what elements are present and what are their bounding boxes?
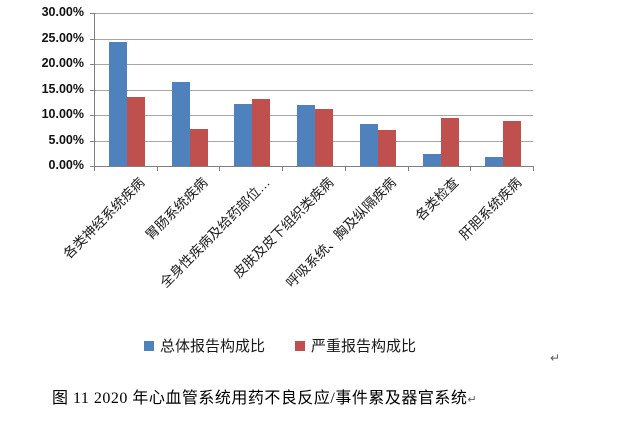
- legend-label-overall: 总体报告构成比: [160, 338, 266, 355]
- y-tick: [90, 64, 94, 65]
- x-tick: [156, 166, 158, 171]
- x-axis-label: 肝胆系统疾病: [456, 174, 525, 243]
- bar-serious-1: [189, 129, 208, 166]
- y-axis-line: [94, 13, 95, 170]
- y-axis-label: 5.00%: [48, 132, 84, 147]
- legend-label-serious: 严重报告构成比: [311, 338, 417, 355]
- y-tick: [90, 140, 94, 142]
- bar-serious-5: [440, 117, 459, 166]
- bar-overall-0: [109, 41, 127, 166]
- x-tick: [94, 166, 95, 171]
- gridline: [94, 38, 533, 40]
- figure-caption: 图 11 2020 年心血管系统用药不良反应/事件累及器官系统↵: [52, 384, 477, 408]
- bar-overall-6: [485, 157, 504, 166]
- y-axis-label: 25.00%: [41, 30, 84, 45]
- bar-serious-4: [377, 129, 396, 166]
- paragraph-mark: ↵: [550, 351, 561, 365]
- bar-overall-2: [234, 104, 253, 166]
- x-tick: [282, 166, 284, 171]
- x-tick: [407, 166, 409, 171]
- bar-overall-1: [171, 82, 190, 166]
- y-axis-label: 20.00%: [41, 56, 84, 70]
- y-tick: [90, 13, 94, 14]
- legend-item-overall: 总体报告构成比: [144, 335, 265, 356]
- bar-overall-3: [297, 104, 316, 166]
- x-axis-label: 各类检查: [412, 174, 462, 224]
- x-axis-label: 各类神经系统疾病: [60, 174, 148, 262]
- x-axis-line: [90, 166, 533, 167]
- x-tick: [533, 166, 534, 171]
- x-tick: [470, 166, 472, 171]
- y-tick: [90, 89, 94, 91]
- y-tick: [90, 115, 94, 116]
- legend-swatch-serious: [295, 340, 306, 351]
- x-axis-label: 全身性疾病及给药部位…: [157, 174, 274, 291]
- bar-overall-4: [359, 124, 378, 166]
- y-axis-label: 10.00%: [41, 107, 84, 121]
- bar-serious-0: [127, 97, 145, 166]
- gridline: [94, 89, 533, 91]
- y-axis-label: 30.00%: [41, 5, 84, 19]
- bar-serious-2: [252, 99, 271, 166]
- bar-serious-3: [315, 108, 334, 166]
- x-axis-label: 呼吸系统、胸及纵隔疾病: [283, 174, 399, 291]
- bar-chart: 30.00% 25.00% 20.00% 15.00% 10.00% 5.00% 0.00%…: [41, 5, 534, 291]
- x-tick: [219, 166, 221, 171]
- caption-paragraph-mark: ↵: [467, 393, 477, 406]
- legend-swatch-overall: [144, 340, 154, 351]
- y-tick: [90, 38, 94, 40]
- figure-caption-text: 图 11 2020 年心血管系统用药不良反应/事件累及器官系统: [52, 390, 468, 407]
- legend-item-serious: 严重报告构成比: [295, 335, 416, 356]
- gridline: [94, 64, 533, 65]
- y-axis-label: 0.00%: [48, 158, 84, 172]
- y-axis-label: 15.00%: [41, 81, 84, 96]
- x-tick: [344, 166, 346, 171]
- gridline: [94, 13, 533, 14]
- bar-overall-5: [422, 153, 441, 166]
- chart-legend: 总体报告构成比 严重报告构成比: [144, 335, 416, 356]
- bar-serious-6: [503, 120, 522, 166]
